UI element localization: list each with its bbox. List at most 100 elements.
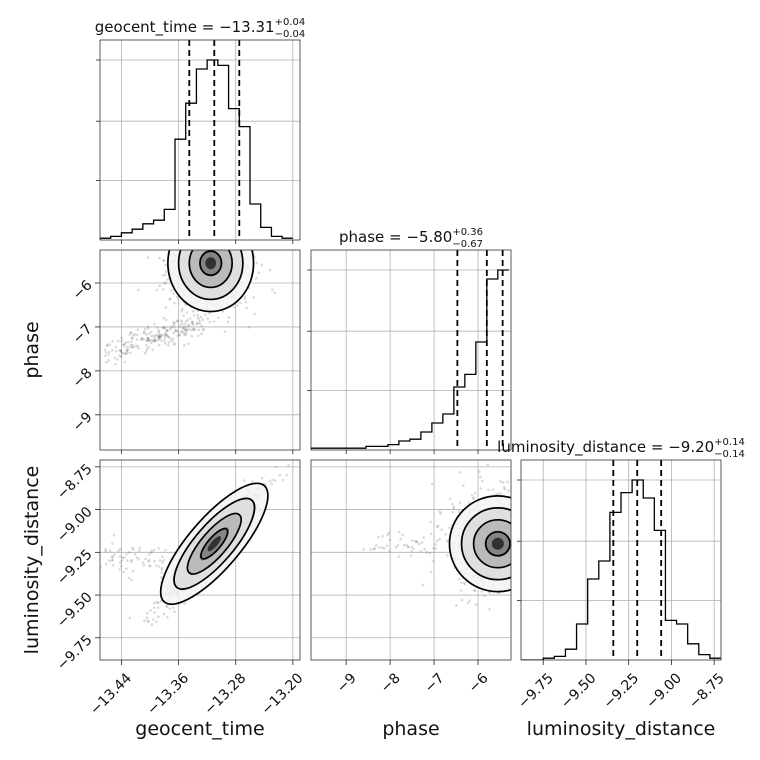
sample-point [161, 326, 165, 329]
sample-point [533, 550, 536, 553]
sample-point [163, 339, 166, 343]
sample-point [111, 542, 114, 545]
sample-point [523, 532, 526, 535]
sample-point [215, 205, 218, 208]
sample-point [140, 337, 144, 340]
sample-point [150, 549, 154, 553]
sample-point [143, 619, 146, 623]
sample-point [429, 520, 432, 524]
x-tick-label-luminosity_distance: −9.50 [558, 670, 600, 712]
sample-point [253, 312, 256, 316]
x-tick-label-phase: −7 [422, 670, 448, 696]
sample-point [170, 325, 174, 329]
sample-point [401, 533, 404, 537]
sample-point [205, 227, 208, 230]
sample-point [125, 567, 128, 571]
sample-point [273, 479, 277, 482]
sample-point [147, 620, 150, 624]
x-tick-label-luminosity_distance: −9.75 [515, 670, 557, 712]
sample-point [229, 240, 232, 243]
sample-point [517, 597, 520, 600]
sample-point [423, 547, 426, 551]
sample-point [526, 549, 529, 552]
sample-point [511, 558, 514, 561]
sample-point [516, 555, 519, 558]
sample-point [142, 338, 145, 341]
sample-point [511, 522, 514, 525]
sample-point [540, 571, 543, 574]
sample-point [547, 550, 550, 553]
sample-point [287, 464, 290, 467]
sample-point [515, 524, 518, 527]
sample-point [187, 323, 190, 326]
sample-point [221, 237, 224, 240]
sample-point [130, 559, 134, 562]
sample-point [191, 322, 194, 325]
sample-point [432, 547, 435, 550]
sample-point [376, 535, 380, 539]
sample-point [146, 337, 150, 340]
sample-point [285, 473, 289, 477]
sample-point [530, 511, 533, 514]
sample-point [410, 550, 413, 553]
sample-point [219, 228, 222, 231]
sample-point [528, 532, 531, 535]
sample-point [136, 344, 140, 348]
sample-point [173, 301, 176, 305]
sample-point [130, 337, 134, 340]
sample-point [513, 574, 516, 577]
sample-point [547, 534, 550, 537]
y-tick-label-phase: −9 [70, 409, 96, 435]
sample-point [388, 538, 392, 542]
sample-point [239, 227, 242, 230]
sample-point [176, 319, 179, 323]
sample-point [516, 564, 519, 567]
sample-point [108, 549, 112, 553]
sample-point [440, 528, 444, 531]
sample-point [516, 531, 519, 534]
sample-point [547, 545, 550, 548]
sample-point [173, 321, 177, 325]
sample-point [150, 330, 153, 334]
sample-point [516, 547, 519, 550]
sample-point [120, 351, 124, 354]
sample-point [158, 335, 161, 339]
sample-point [459, 589, 463, 592]
sample-point [457, 510, 461, 514]
sample-point [210, 231, 213, 234]
sample-point [513, 511, 516, 514]
sample-point [513, 511, 516, 514]
sample-point [182, 210, 185, 213]
sample-point [154, 339, 158, 343]
sample-point [149, 609, 152, 612]
sample-point [285, 232, 288, 235]
sample-point [537, 589, 540, 592]
sample-point [174, 216, 177, 219]
sample-point [159, 335, 162, 338]
sample-point [168, 607, 172, 610]
sample-point [529, 526, 532, 529]
sample-point [180, 320, 184, 324]
sample-point [513, 524, 516, 527]
sample-point [538, 531, 541, 534]
sample-point [530, 531, 533, 534]
sample-point [131, 344, 134, 347]
sample-point [188, 247, 191, 250]
sample-point [211, 243, 214, 246]
sample-point [161, 333, 164, 337]
sample-point [524, 551, 527, 554]
sample-point [163, 334, 167, 338]
sample-point [452, 507, 456, 510]
sample-point [183, 323, 186, 326]
sample-point [533, 552, 536, 555]
sample-point [205, 232, 208, 235]
sample-point [521, 575, 524, 578]
sample-point [515, 526, 518, 529]
sample-point [460, 581, 463, 584]
sample-point [166, 615, 169, 619]
sample-point [161, 326, 165, 330]
sample-point [255, 261, 259, 265]
sample-point [176, 334, 179, 337]
sample-point [206, 231, 209, 234]
sample-point [566, 575, 569, 578]
